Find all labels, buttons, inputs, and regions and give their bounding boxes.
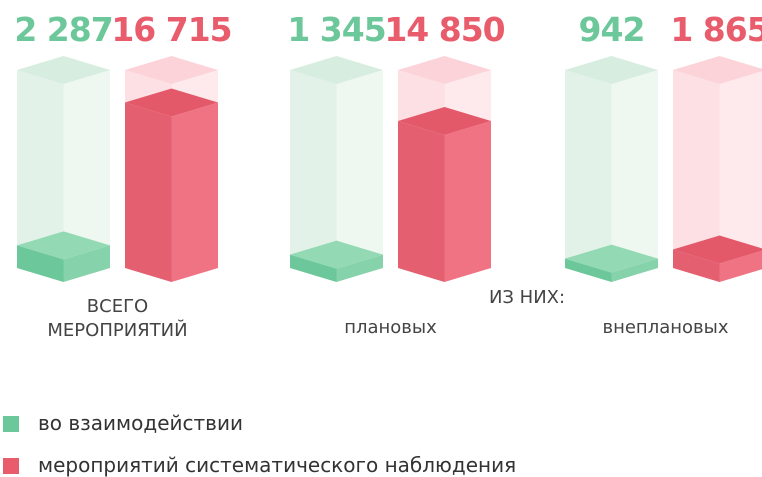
bar-container-face <box>17 70 64 282</box>
bar-face <box>336 254 383 282</box>
bar-container-face <box>290 56 383 84</box>
bar-container-face <box>398 56 491 84</box>
category-label: ВСЕГО МЕРОПРИЯТИЙ <box>47 296 188 341</box>
value-label: 942 <box>579 10 645 49</box>
bar-face <box>719 250 762 282</box>
bar-container-face <box>125 56 218 84</box>
bar-face <box>171 102 218 282</box>
legend-label: мероприятий систематического наблюдения <box>38 453 517 477</box>
legend-label: во взаимодействии <box>38 411 243 435</box>
bar-container-face <box>336 70 383 282</box>
bar-face <box>125 102 172 282</box>
bar-container <box>17 56 110 282</box>
legend-swatch <box>3 416 19 432</box>
bar-face <box>290 240 383 269</box>
value-label: 14 850 <box>384 10 504 49</box>
bar-face <box>63 245 110 282</box>
bar-face <box>444 120 491 282</box>
bar-face <box>125 88 218 117</box>
annotation: ИЗ НИХ: <box>488 287 566 308</box>
value-label: 16 715 <box>111 10 231 49</box>
bar-face <box>565 258 612 282</box>
category-label: плановых <box>344 317 437 338</box>
bar-container-face <box>673 70 720 282</box>
bar-face <box>398 106 491 135</box>
bar-face <box>673 249 720 282</box>
bar <box>17 231 110 282</box>
value-label: 2 287 <box>14 10 112 49</box>
bar-container-face <box>719 71 762 282</box>
bar <box>290 240 383 282</box>
bar-container <box>290 56 383 282</box>
bar-face <box>290 254 337 282</box>
value-label: 1 865 <box>670 10 762 49</box>
bar-face <box>565 244 658 273</box>
bar-container-face <box>611 70 658 282</box>
bar-container-face <box>63 70 110 282</box>
bar-container-face <box>673 56 762 84</box>
value-label: 1 345 <box>287 10 385 49</box>
bar <box>565 244 658 282</box>
bar <box>673 235 762 282</box>
bar-container-face <box>290 70 337 282</box>
bar-container <box>673 56 762 282</box>
bar <box>125 88 218 282</box>
bar-face <box>17 231 110 260</box>
bar-face <box>398 120 445 282</box>
bar-face <box>673 235 762 264</box>
bar-container-face <box>17 56 110 84</box>
bar-face <box>611 258 658 282</box>
bar <box>398 106 491 282</box>
legend-swatch <box>3 458 19 474</box>
bar-container-face <box>565 56 658 84</box>
category-label: внеплановых <box>602 317 729 338</box>
bar-container-face <box>565 70 612 282</box>
bar-face <box>17 245 64 282</box>
bar-container <box>565 56 658 282</box>
